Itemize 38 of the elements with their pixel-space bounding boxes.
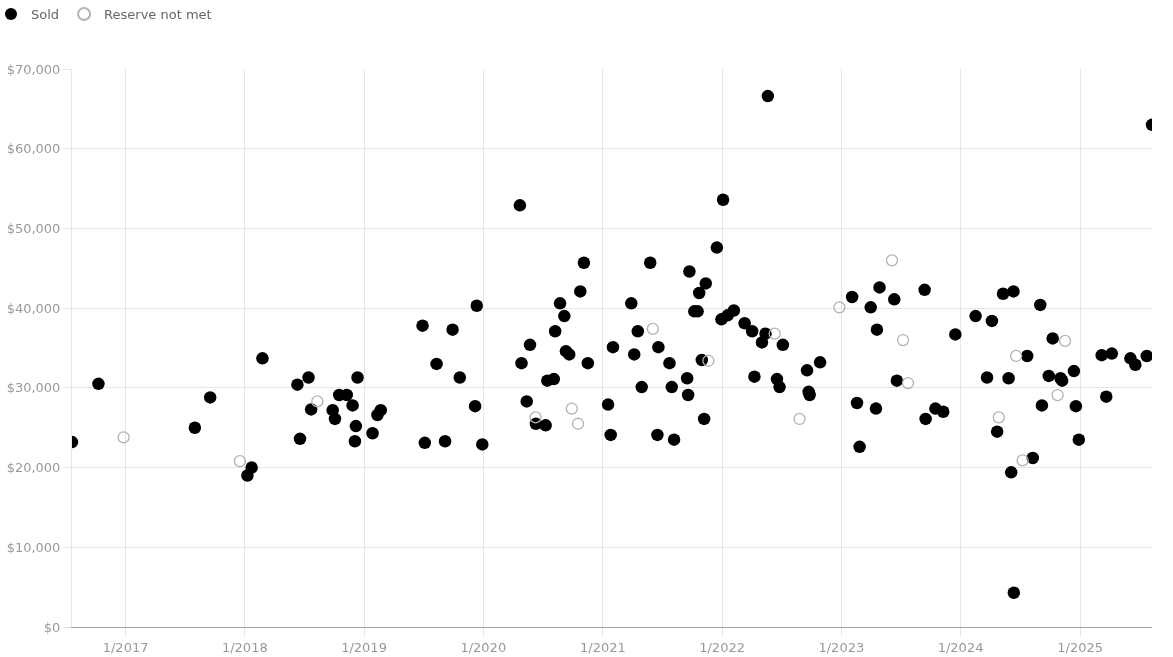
- point: [117, 431, 130, 444]
- point: [768, 327, 781, 340]
- point: [1058, 334, 1072, 347]
- point: [233, 455, 247, 468]
- x-tick-label: 1/2022: [699, 639, 745, 655]
- point: [793, 412, 806, 426]
- y-tick-label: $40,000: [6, 300, 61, 316]
- point: [565, 402, 578, 415]
- point: [896, 333, 910, 347]
- point: [992, 411, 1005, 424]
- x-tick-label: 1/2023: [818, 639, 865, 655]
- legend-label: Sold: [31, 7, 60, 23]
- x-tick-label: 1/2017: [102, 639, 149, 655]
- x-tick-label: 1/2018: [221, 639, 268, 655]
- y-tick-label: $30,000: [6, 380, 61, 396]
- point: [833, 301, 846, 314]
- x-tick-label: 1/2021: [579, 639, 626, 655]
- point: [571, 417, 585, 430]
- y-tick-label: $60,000: [6, 141, 61, 157]
- x-tick-label: 1/2024: [937, 639, 984, 655]
- point: [1009, 349, 1023, 363]
- y-tick-label: $0: [43, 619, 61, 635]
- point: [901, 376, 915, 390]
- y-tick-label: $10,000: [6, 539, 61, 555]
- point: [646, 322, 659, 336]
- x-tick-label: 1/2025: [1057, 639, 1104, 655]
- point: [1051, 388, 1064, 402]
- point: [529, 411, 542, 424]
- point: [702, 354, 715, 367]
- x-tick-label: 1/2020: [460, 639, 507, 655]
- y-tick-label: $50,000: [6, 220, 61, 236]
- y-tick-label: $70,000: [6, 61, 61, 77]
- x-tick-label: 1/2019: [341, 639, 387, 655]
- y-tick-label: $20,000: [6, 460, 61, 476]
- point: [1016, 454, 1029, 467]
- point: [311, 395, 324, 408]
- legend-label: Reserve not met: [104, 7, 212, 23]
- point: [885, 254, 899, 267]
